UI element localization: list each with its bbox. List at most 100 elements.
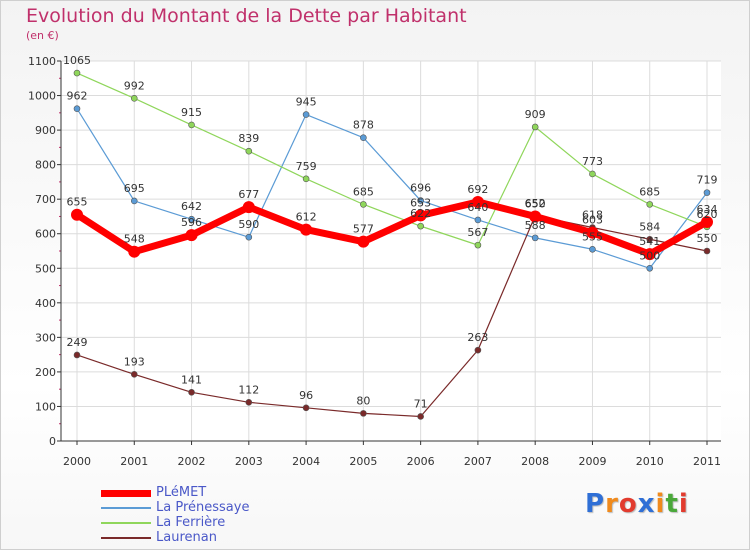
data-label: 962 bbox=[67, 90, 88, 103]
legend-swatch bbox=[101, 489, 151, 497]
data-point bbox=[471, 195, 484, 208]
data-point bbox=[73, 351, 81, 359]
x-tick-label: 2010 bbox=[636, 455, 664, 468]
plot-area bbox=[61, 61, 721, 441]
data-label: 909 bbox=[525, 108, 546, 121]
data-label: 622 bbox=[410, 207, 431, 220]
data-label: 588 bbox=[525, 219, 546, 232]
chart-subtitle: (en €) bbox=[26, 29, 59, 42]
data-label: 878 bbox=[353, 119, 374, 132]
x-tick-label: 2005 bbox=[349, 455, 377, 468]
data-point bbox=[245, 233, 253, 241]
data-label: 618 bbox=[582, 209, 603, 222]
data-point bbox=[73, 69, 81, 77]
data-point bbox=[414, 209, 427, 222]
data-point bbox=[302, 111, 310, 118]
y-tick-label: 800 bbox=[35, 159, 56, 172]
data-point bbox=[701, 215, 713, 228]
legend-swatch bbox=[101, 537, 151, 539]
legend-label: La Ferrière bbox=[156, 515, 226, 530]
chart-title: Evolution du Montant de la Dette par Hab… bbox=[26, 5, 467, 27]
data-label: 759 bbox=[296, 160, 317, 173]
y-tick-label: 200 bbox=[35, 366, 56, 379]
data-point bbox=[130, 197, 138, 205]
data-point bbox=[474, 241, 482, 249]
series-line-2 bbox=[76, 72, 708, 246]
data-point bbox=[417, 413, 424, 420]
data-label: 141 bbox=[181, 373, 202, 386]
data-label: 96 bbox=[299, 389, 313, 402]
data-label: 642 bbox=[181, 200, 202, 213]
data-label: 603 bbox=[582, 214, 603, 227]
data-point bbox=[360, 134, 367, 141]
data-point bbox=[531, 123, 539, 131]
data-label: 655 bbox=[67, 196, 88, 209]
data-point bbox=[357, 235, 370, 248]
data-point bbox=[703, 189, 711, 196]
data-point bbox=[185, 229, 198, 242]
data-point bbox=[586, 226, 599, 239]
y-tick-label: 1000 bbox=[28, 90, 56, 103]
data-label: 652 bbox=[525, 197, 546, 210]
data-point bbox=[360, 410, 367, 417]
data-point bbox=[646, 201, 654, 208]
data-label: 541 bbox=[639, 235, 660, 248]
x-tick-label: 2009 bbox=[578, 455, 606, 468]
data-point bbox=[417, 222, 424, 230]
proxiti-logo: Proxiti bbox=[585, 489, 689, 519]
data-label: 915 bbox=[181, 106, 202, 119]
y-tick-label: 100 bbox=[35, 400, 56, 413]
data-label: 685 bbox=[639, 185, 660, 198]
x-tick-label: 2001 bbox=[120, 455, 148, 468]
data-point bbox=[474, 346, 482, 354]
data-point bbox=[245, 147, 253, 155]
x-tick-label: 2008 bbox=[521, 455, 549, 468]
data-point bbox=[531, 234, 539, 242]
x-tick-label: 2002 bbox=[178, 455, 206, 468]
data-point bbox=[529, 210, 542, 223]
y-tick-label: 400 bbox=[35, 297, 56, 310]
data-label: 71 bbox=[414, 397, 428, 410]
data-point bbox=[302, 404, 310, 412]
y-tick-label: 700 bbox=[35, 193, 56, 206]
data-label: 596 bbox=[181, 216, 202, 229]
data-label: 677 bbox=[238, 188, 259, 201]
legend-label: Laurenan bbox=[156, 530, 217, 545]
data-point bbox=[589, 245, 596, 253]
data-point bbox=[643, 248, 656, 261]
data-label: 773 bbox=[582, 155, 603, 168]
x-tick-label: 2006 bbox=[407, 455, 435, 468]
series-line-0 bbox=[73, 198, 711, 258]
legend-swatch bbox=[101, 507, 151, 509]
data-label: 839 bbox=[238, 132, 259, 145]
data-point bbox=[188, 121, 195, 129]
data-point bbox=[130, 371, 138, 378]
x-tick-label: 2007 bbox=[464, 455, 492, 468]
data-label: 567 bbox=[467, 226, 488, 239]
y-tick-label: 500 bbox=[35, 262, 56, 275]
data-point bbox=[73, 105, 81, 112]
data-label: 555 bbox=[582, 230, 603, 243]
data-point bbox=[589, 170, 596, 178]
data-point bbox=[188, 388, 195, 396]
y-tick-label: 0 bbox=[49, 435, 56, 448]
x-tick-label: 2000 bbox=[63, 455, 91, 468]
data-point bbox=[245, 399, 253, 406]
data-label: 112 bbox=[238, 383, 259, 396]
data-point bbox=[71, 208, 83, 221]
data-label: 590 bbox=[238, 218, 259, 231]
data-point bbox=[646, 235, 654, 243]
data-label: 612 bbox=[296, 211, 317, 224]
data-point bbox=[242, 201, 255, 214]
legend-label: PLéMET bbox=[156, 485, 207, 500]
data-label: 80 bbox=[356, 394, 370, 407]
data-point bbox=[130, 95, 138, 102]
data-label: 620 bbox=[697, 208, 718, 221]
data-point bbox=[360, 201, 367, 208]
y-tick-label: 1100 bbox=[28, 55, 56, 68]
data-label: 577 bbox=[353, 223, 374, 236]
data-label: 1065 bbox=[63, 54, 91, 67]
data-label: 685 bbox=[353, 185, 374, 198]
